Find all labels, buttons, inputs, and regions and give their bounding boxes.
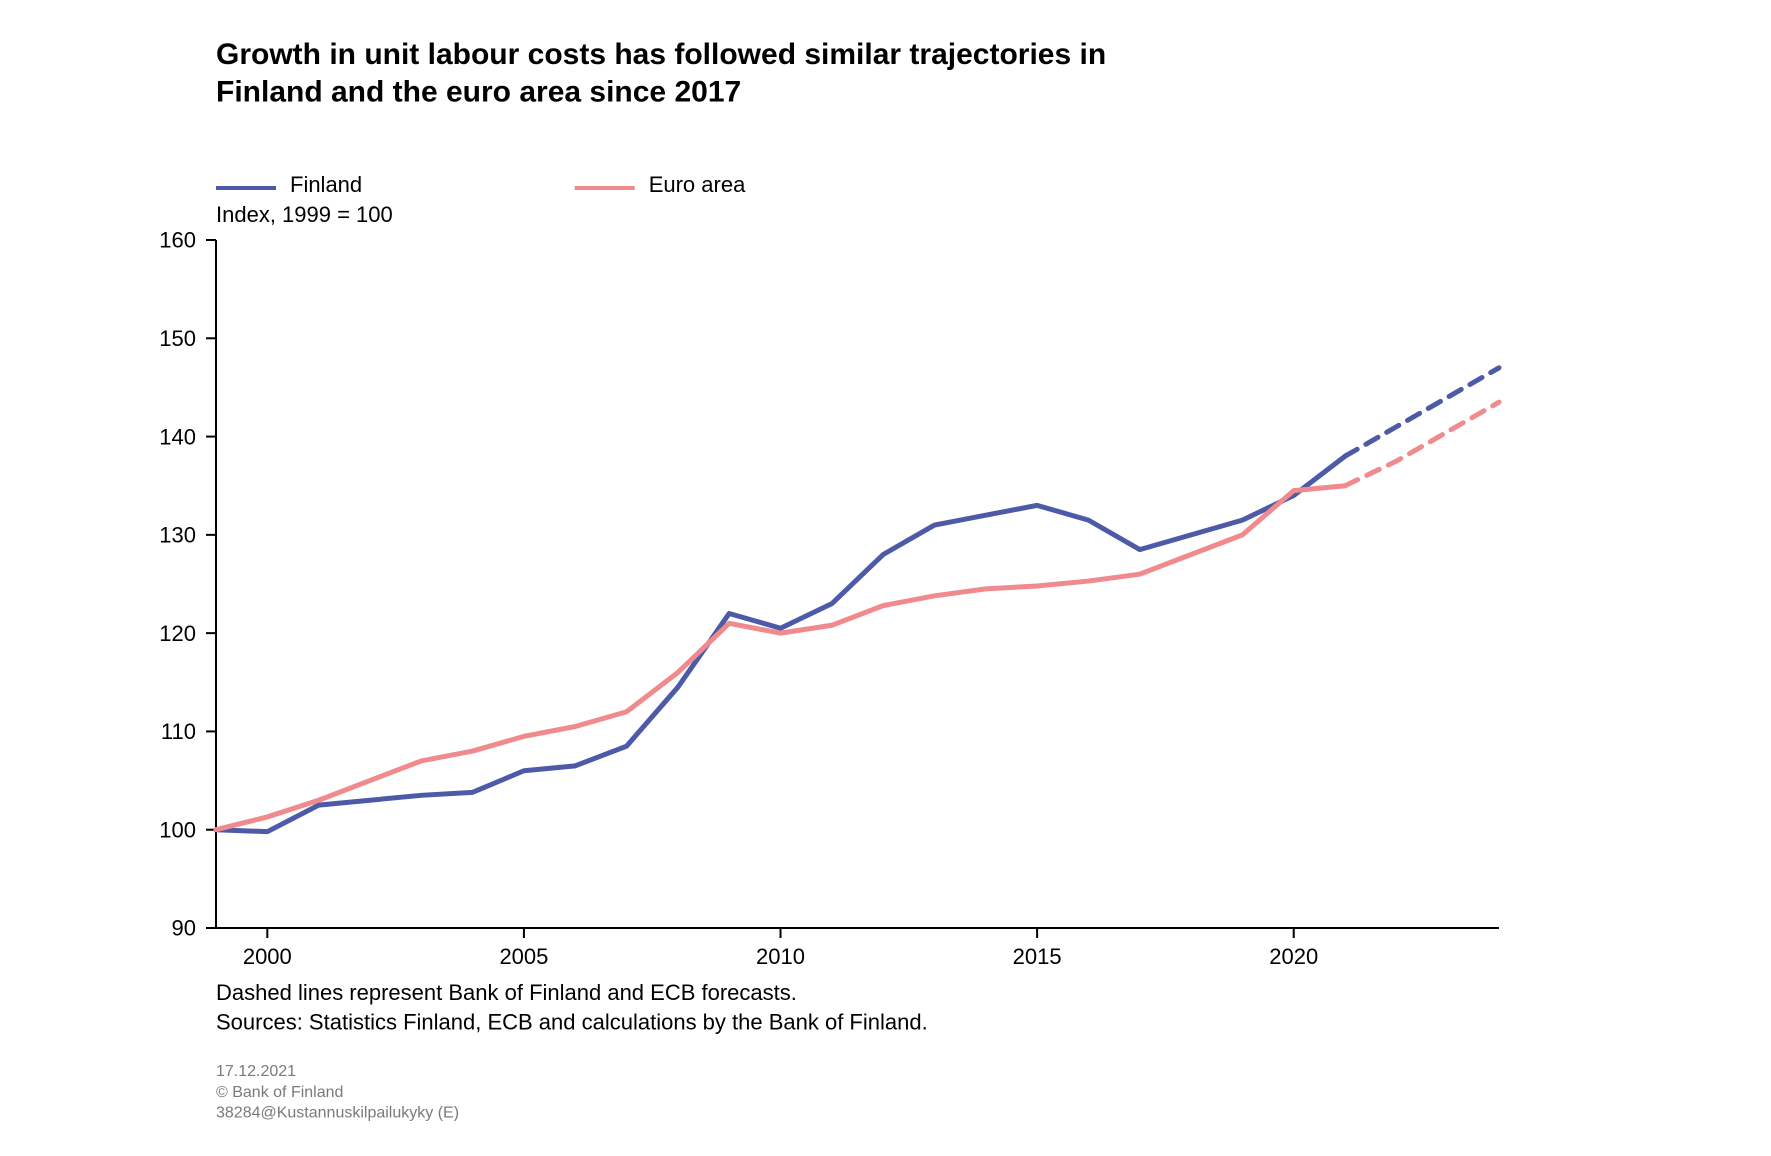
meta-line: 38284@Kustannuskilpailukyky (E) [216,1105,459,1122]
x-tick-label: 2005 [499,944,548,969]
x-tick-label: 2010 [756,944,805,969]
x-tick-label: 2020 [1269,944,1318,969]
x-tick-label: 2015 [1013,944,1062,969]
line-chart: Growth in unit labour costs has followed… [0,0,1771,1156]
y-tick-label: 150 [159,326,196,351]
chart-title-line: Growth in unit labour costs has followed… [216,38,1106,71]
y-tick-label: 140 [159,424,196,449]
legend-swatch [216,186,276,190]
y-tick-label: 90 [172,916,196,941]
y-tick-label: 160 [159,228,196,253]
y-tick-label: 100 [159,817,196,842]
y-tick-label: 120 [159,621,196,646]
legend-label: Euro area [649,172,746,197]
meta-line: 17.12.2021 [216,1063,296,1080]
y-tick-label: 130 [159,523,196,548]
chart-title-line: Finland and the euro area since 2017 [216,76,741,109]
y-tick-label: 110 [161,719,196,744]
footer-line: Dashed lines represent Bank of Finland a… [216,980,797,1005]
legend-swatch [575,186,635,190]
x-tick-label: 2000 [243,944,292,969]
legend-label: Finland [290,172,362,197]
footer-line: Sources: Statistics Finland, ECB and cal… [216,1010,928,1035]
chart-svg: Growth in unit labour costs has followed… [0,0,1771,1156]
meta-line: © Bank of Finland [216,1084,343,1101]
y-axis-label: Index, 1999 = 100 [216,202,393,227]
